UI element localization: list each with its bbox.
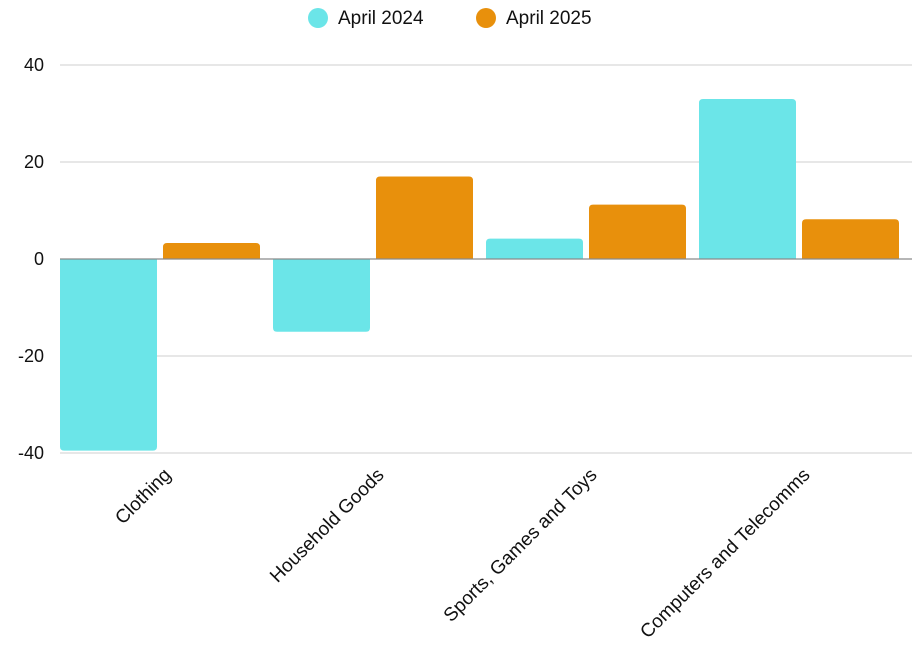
legend-item-april-2024: April 2024 bbox=[308, 8, 424, 29]
bar-april-2025-sports-games-and-toys bbox=[589, 204, 686, 259]
legend-swatch bbox=[308, 8, 328, 28]
x-tick-label-computers-and-telecomms: Computers and Telecomms bbox=[636, 465, 814, 643]
legend: April 2024 April 2025 bbox=[308, 8, 592, 29]
y-tick-label: 20 bbox=[24, 152, 44, 172]
y-tick-label: 0 bbox=[34, 249, 44, 269]
bar-april-2025-computers-and-telecomms bbox=[802, 219, 899, 259]
x-axis: Clothing Household Goods Sports, Games and… bbox=[111, 465, 814, 643]
y-axis: -40 -20 0 20 40 bbox=[18, 55, 912, 463]
bar-layer bbox=[60, 98, 899, 451]
x-tick-label-clothing: Clothing bbox=[111, 465, 175, 529]
legend-item-april-2025: April 2025 bbox=[476, 8, 592, 29]
legend-label: April 2025 bbox=[506, 8, 592, 29]
bar-april-2024-sports-games-and-toys bbox=[486, 238, 583, 259]
y-tick-label: -20 bbox=[18, 346, 44, 366]
bar-april-2024-household-goods bbox=[273, 259, 370, 332]
grid-layer bbox=[60, 64, 912, 454]
y-tick-label: 40 bbox=[24, 55, 44, 75]
bar-april-2024-computers-and-telecomms bbox=[699, 98, 796, 259]
x-tick-label-sports-games-and-toys: Sports, Games and Toys bbox=[440, 465, 602, 627]
legend-label: April 2024 bbox=[338, 8, 424, 29]
legend-swatch bbox=[476, 8, 496, 28]
bar-april-2024-clothing bbox=[60, 259, 157, 451]
bar-april-2025-household-goods bbox=[376, 176, 473, 259]
y-tick-label: -40 bbox=[18, 443, 44, 463]
x-tick-label-household-goods: Household Goods bbox=[266, 465, 388, 587]
bar-april-2025-clothing bbox=[163, 242, 260, 259]
